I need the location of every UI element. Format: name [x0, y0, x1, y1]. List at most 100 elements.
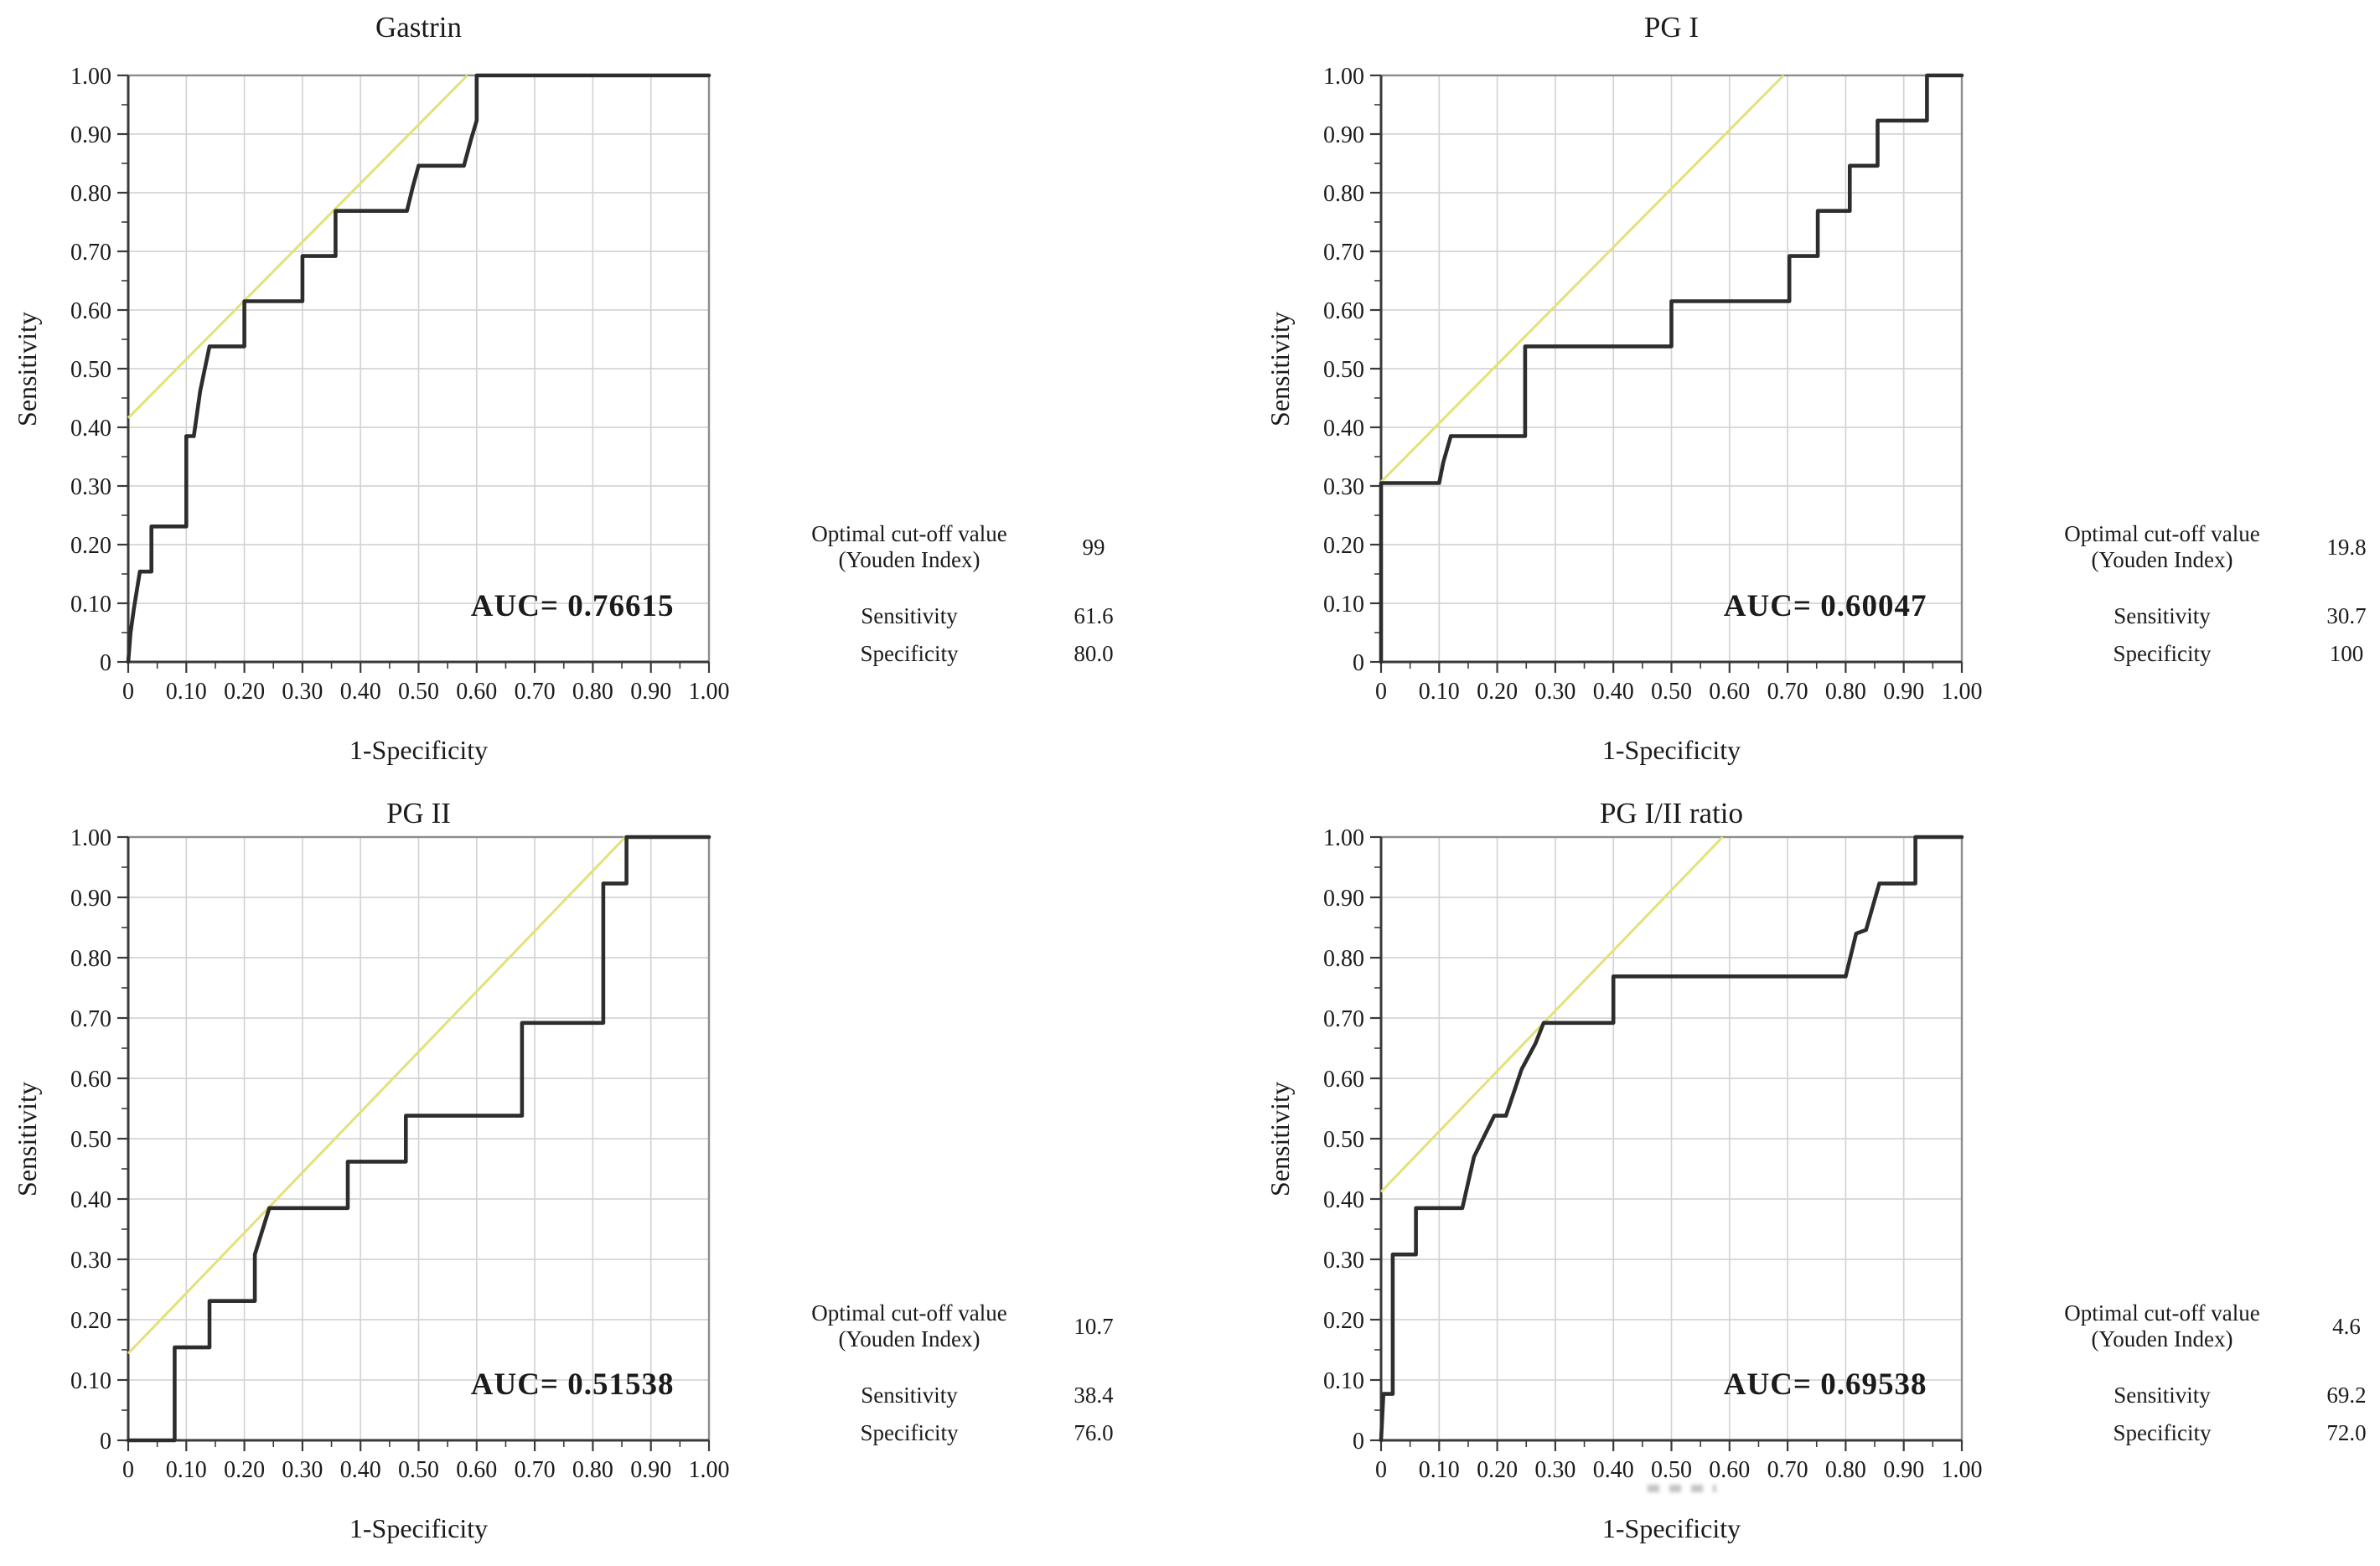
svg-text:0.20: 0.20	[224, 679, 265, 705]
stats-block-pg2: Optimal cut-off value (Youden Index) 10.…	[775, 1300, 1177, 1446]
y-axis-label-text: Sensitivity	[1264, 311, 1295, 426]
sensitivity-label: Sensitivity	[861, 603, 958, 628]
stats-block-pg-ratio: Optimal cut-off value (Youden Index) 4.6…	[2028, 1300, 2380, 1446]
svg-text:0.90: 0.90	[1883, 679, 1924, 705]
specificity-label: Specificity	[2113, 1420, 2212, 1445]
cutoff-label-line2: (Youden Index)	[838, 547, 980, 572]
auc-value-label: AUC= 0.60047	[1723, 589, 1927, 623]
auc-value-label: AUC= 0.76615	[470, 589, 675, 623]
svg-text:0.70: 0.70	[1767, 679, 1808, 705]
svg-text:0.90: 0.90	[630, 679, 671, 705]
svg-text:1.00: 1.00	[1942, 1457, 1983, 1483]
svg-text:0.60: 0.60	[1323, 1067, 1364, 1093]
svg-text:0.20: 0.20	[70, 533, 111, 559]
svg-text:0.50: 0.50	[1651, 1457, 1692, 1483]
svg-text:0.30: 0.30	[1323, 474, 1364, 500]
svg-text:1.00: 1.00	[689, 679, 730, 705]
svg-text:1.00: 1.00	[1323, 825, 1364, 851]
chart-title: PG I/II ratio	[1599, 797, 1744, 830]
svg-text:0.90: 0.90	[1323, 122, 1364, 148]
svg-text:0.50: 0.50	[70, 1127, 111, 1153]
cutoff-value: 10.7	[1074, 1313, 1114, 1339]
svg-text:0.10: 0.10	[1323, 1368, 1364, 1394]
specificity-value: 72.0	[2326, 1420, 2367, 1445]
svg-text:0.80: 0.80	[1323, 946, 1364, 972]
cutoff-value: 4.6	[2332, 1313, 2361, 1339]
svg-text:0.80: 0.80	[1323, 181, 1364, 207]
svg-text:0.70: 0.70	[70, 1006, 111, 1032]
sensitivity-value: 30.7	[2326, 603, 2367, 628]
cutoff-label: Optimal cut-off value (Youden Index)	[2028, 1300, 2296, 1352]
roc-plot-pg-ratio: 0 0.10 0.20 0.30 0.40 0.50 0.60 0.70 0.80 0.90 1.0…	[1323, 825, 1983, 1483]
svg-text:0.20: 0.20	[1477, 1457, 1518, 1483]
y-axis-label-text: Sensitivity	[1264, 1081, 1295, 1196]
roc-plot-pg1: 0 0.10 0.20 0.30 0.40 0.50 0.60 0.70 0.80 0.90 1.0…	[1323, 64, 1983, 705]
svg-text:0.80: 0.80	[572, 679, 613, 705]
svg-text:0.20: 0.20	[224, 1457, 265, 1483]
svg-text:0.20: 0.20	[70, 1308, 111, 1334]
svg-text:0.30: 0.30	[1323, 1248, 1364, 1274]
svg-text:0.50: 0.50	[398, 679, 439, 705]
chart-title: Gastrin	[375, 11, 463, 44]
svg-text:0.80: 0.80	[1825, 1457, 1866, 1483]
svg-text:0.70: 0.70	[1323, 240, 1364, 266]
svg-text:0.50: 0.50	[1651, 679, 1692, 705]
svg-text:0.20: 0.20	[1323, 1308, 1364, 1334]
cutoff-label-line2: (Youden Index)	[838, 1326, 980, 1352]
svg-text:0.60: 0.60	[1709, 679, 1750, 705]
stats-row-specificity: Specificity 76.0	[775, 1420, 1177, 1446]
svg-text:0.40: 0.40	[1593, 1457, 1634, 1483]
stats-row-cutoff: Optimal cut-off value (Youden Index) 19.…	[2028, 521, 2380, 573]
stats-row-cutoff: Optimal cut-off value (Youden Index) 10.…	[775, 1300, 1177, 1352]
stats-row-specificity: Specificity 80.0	[775, 641, 1177, 667]
svg-text:0.10: 0.10	[1419, 679, 1460, 705]
svg-text:0.40: 0.40	[1323, 1187, 1364, 1213]
svg-text:0: 0	[1353, 1429, 1364, 1455]
cutoff-label-line1: Optimal cut-off value	[2064, 521, 2260, 546]
svg-text:0.50: 0.50	[70, 357, 111, 383]
stats-row-specificity: Specificity 72.0	[2028, 1420, 2380, 1446]
specificity-label: Specificity	[860, 641, 959, 666]
specificity-label: Specificity	[2113, 641, 2212, 666]
svg-text:0.40: 0.40	[340, 1457, 381, 1483]
svg-text:0.70: 0.70	[70, 240, 111, 266]
svg-text:0: 0	[122, 679, 134, 705]
svg-text:1.00: 1.00	[689, 1457, 730, 1483]
svg-text:0: 0	[1375, 1457, 1387, 1483]
svg-text:0.20: 0.20	[1477, 679, 1518, 705]
specificity-value: 76.0	[1074, 1420, 1114, 1445]
svg-text:0.80: 0.80	[70, 946, 111, 972]
svg-text:0.90: 0.90	[630, 1457, 671, 1483]
svg-text:0.80: 0.80	[1825, 679, 1866, 705]
svg-text:0: 0	[122, 1457, 134, 1483]
svg-text:0.30: 0.30	[1534, 1457, 1575, 1483]
svg-text:0.10: 0.10	[70, 1368, 111, 1394]
svg-text:0.10: 0.10	[1419, 1457, 1460, 1483]
svg-text:0.70: 0.70	[515, 679, 556, 705]
svg-text:0.90: 0.90	[70, 122, 111, 148]
svg-text:0.10: 0.10	[166, 1457, 207, 1483]
sensitivity-value: 38.4	[1074, 1383, 1114, 1408]
svg-text:0.50: 0.50	[1323, 357, 1364, 383]
svg-text:0.30: 0.30	[1534, 679, 1575, 705]
svg-text:0.60: 0.60	[456, 1457, 497, 1483]
stats-row-sensitivity: Sensitivity 38.4	[775, 1383, 1177, 1408]
svg-text:0.10: 0.10	[70, 592, 111, 618]
roc-plot-pg2: 0 0.10 0.20 0.30 0.40 0.50 0.60 0.70 0.80 0.90 1.0…	[70, 825, 730, 1483]
chart-title: PG I	[1643, 11, 1700, 44]
sensitivity-value: 69.2	[2326, 1383, 2367, 1408]
svg-text:0: 0	[1375, 679, 1387, 705]
chart-title: PG II	[386, 797, 451, 830]
svg-text:1.00: 1.00	[1942, 679, 1983, 705]
svg-text:0.90: 0.90	[70, 886, 111, 912]
cutoff-value: 19.8	[2326, 534, 2367, 560]
x-axis-label: 1-Specificity	[349, 735, 489, 765]
svg-text:0.40: 0.40	[1323, 416, 1364, 442]
stats-block-gastrin: Optimal cut-off value (Youden Index) 99 …	[775, 521, 1177, 667]
x-axis-label: 1-Specificity	[1601, 735, 1741, 765]
svg-text:1.00: 1.00	[70, 64, 111, 90]
specificity-value: 80.0	[1074, 641, 1114, 666]
svg-text:0.50: 0.50	[1323, 1127, 1364, 1153]
auc-value-label: AUC= 0.51538	[470, 1367, 675, 1402]
y-axis-label-text: Sensitivity	[11, 1081, 42, 1196]
